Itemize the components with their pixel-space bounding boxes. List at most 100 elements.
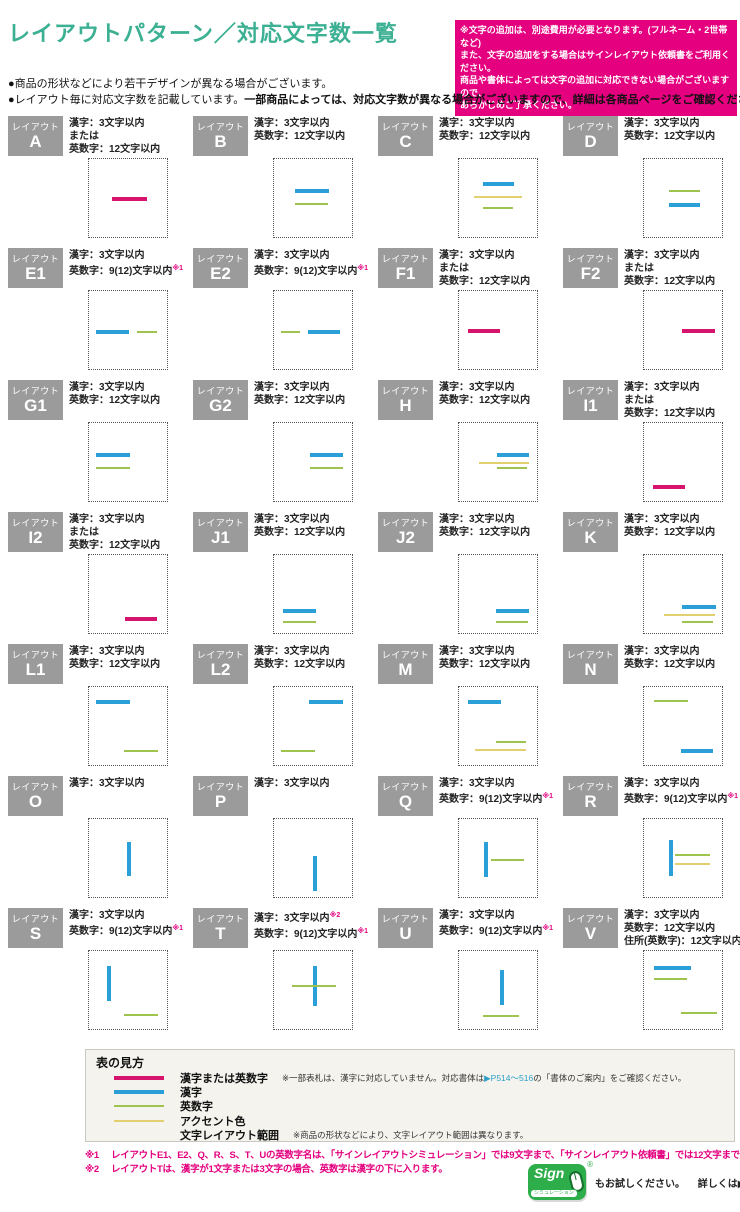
layout-tag-label: レイアウト xyxy=(11,518,60,528)
layout-code: I1 xyxy=(583,396,598,415)
layout-specs: 漢字：3文字以内 または 英数字：12文字以内 xyxy=(624,381,715,420)
legend-row: 漢字 xyxy=(96,1085,724,1099)
spec-line: 英数字：12文字以内 xyxy=(69,395,161,406)
layout-tag-label: レイアウト xyxy=(566,386,615,396)
text-layout-area xyxy=(88,422,168,502)
layout-specs: 漢字：3文字以内 英数字：9(12)文字以内※1 xyxy=(439,777,553,806)
layout-specs: 漢字：3文字以内英数字：12文字以内 xyxy=(439,513,530,539)
layout-tag-label: レイアウト xyxy=(566,782,615,792)
pattern-line-accent xyxy=(475,748,527,751)
spec-line: 英数字：12文字以内 xyxy=(624,527,716,538)
layout-cell-H: レイアウト H 漢字：3文字以内 英数字：12文字以内 xyxy=(378,378,563,510)
layout-tag: レイアウト C xyxy=(378,116,433,156)
notice-line: あらかじめご了承ください。 xyxy=(460,100,578,110)
text-layout-area xyxy=(88,686,168,766)
layout-tag-label: レイアウト xyxy=(566,122,615,132)
layout-specs: 漢字：3文字以内 英数字：12文字以内 xyxy=(254,381,345,407)
pattern-line-alnum xyxy=(136,330,157,333)
text-layout-area xyxy=(643,554,723,634)
layout-code: L2 xyxy=(210,660,231,679)
layout-code: B xyxy=(214,132,227,151)
footnote-ref: ※1 xyxy=(172,265,184,272)
layout-tag: レイアウト F1 xyxy=(378,248,433,288)
text-layout-area xyxy=(643,686,723,766)
spec-line: 漢字：3文字以内 xyxy=(69,646,145,657)
spec-line: 英数字：12文字以内 xyxy=(624,131,716,142)
layout-cell-L2: レイアウト L2 漢字：3文字以内 英数字：12文字以内 xyxy=(193,642,378,774)
spec-line: 漢字：3文字以内 xyxy=(254,778,330,789)
spec-line: 漢字：3文字以内 xyxy=(69,250,145,261)
layout-tag-label: レイアウト xyxy=(196,386,245,396)
layout-code: O xyxy=(28,792,43,811)
notice-line: 商品や書体によっては文字の追加に対応できない場合がございますので、 xyxy=(460,75,730,98)
pattern-line-kanji_alnum xyxy=(124,617,157,622)
spec-line: 英数字：12文字以内 xyxy=(439,395,531,406)
spec-line: または xyxy=(624,395,654,406)
addition-notice: ※文字の追加は、別途費用が必要となります。(フルネーム・2世帯など) また、文字の… xyxy=(455,20,737,116)
pattern-line-alnum xyxy=(309,467,344,470)
spec-line: 英数字：12文字以内 xyxy=(624,923,716,934)
layout-specs: 漢字：3文字以内※2 英数字：9(12)文字以内※1 xyxy=(254,909,368,941)
spec-line: 英数字：12文字以内 xyxy=(624,276,716,287)
layout-tag-label: レイアウト xyxy=(381,782,430,792)
layout-specs: 漢字：3文字以内 英数字：12文字以内 xyxy=(624,513,715,539)
layout-cell-S: レイアウト S 漢字：3文字以内 英数字：9(12)文字以内※1 xyxy=(8,906,193,1038)
pattern-line-kanji xyxy=(309,700,343,705)
layout-cell-J1: レイアウト J1 漢字：3文字以内 英数字：12文字以内 xyxy=(193,510,378,642)
legend-row: 文字レイアウト範囲 ※商品の形状などにより、文字レイアウト範囲は異なります。 xyxy=(96,1128,724,1142)
spec-line: 英数字：12文字以内 xyxy=(254,527,346,538)
spec-line: 英数字：9(12)文字以内※1 xyxy=(439,925,554,937)
layout-tag-label: レイアウト xyxy=(11,122,60,132)
layout-specs: 漢字：3文字以内 英数字：12文字以内 xyxy=(624,117,715,143)
spec-line: 英数字：12文字以内 xyxy=(439,527,531,538)
legend-swatch-alnum xyxy=(114,1105,164,1108)
layout-code: J2 xyxy=(396,528,415,547)
layout-tag: レイアウト S xyxy=(8,908,63,948)
spec-line: 漢字：3文字以内 xyxy=(439,514,515,525)
layout-tag: レイアウト B xyxy=(193,116,248,156)
layout-tag: レイアウト J1 xyxy=(193,512,248,552)
pattern-line-kanji xyxy=(467,700,502,705)
spec-line: 漢字：3文字以内※2 xyxy=(254,912,341,924)
pattern-line-alnum xyxy=(495,740,527,743)
layout-specs: 漢字：3文字以内 英数字：12文字以内 xyxy=(69,381,160,407)
layout-cell-D: レイアウト D 漢字：3文字以内 英数字：12文字以内 xyxy=(563,114,740,246)
layout-code: Q xyxy=(398,792,413,811)
layout-tag-label: レイアウト xyxy=(11,914,60,924)
text-layout-area xyxy=(643,950,723,1030)
layout-tag: レイアウト I1 xyxy=(563,380,618,420)
layout-specs: 漢字：3文字以内 xyxy=(69,777,145,790)
sign-simulation-row: Sign ® シミュレーション もお試しください。 詳しくは▶P478 xyxy=(528,1160,740,1200)
spec-line: または xyxy=(69,131,99,142)
layout-specs: 漢字：3文字以内 または 英数字：12文字以内 xyxy=(69,513,160,552)
layout-specs: 漢字：3文字以内 英数字：12文字以内 xyxy=(624,645,715,671)
spec-line: 漢字：3文字以内 xyxy=(624,382,700,393)
legend-swatch-accent xyxy=(114,1119,164,1122)
layout-cell-G1: レイアウト G1 漢字：3文字以内 英数字：12文字以内 xyxy=(8,378,193,510)
pattern-line-kanji_alnum xyxy=(467,329,501,334)
layout-code: G2 xyxy=(209,396,232,415)
spec-line: 漢字：3文字以内 xyxy=(69,910,145,921)
legend-swatch-kanji xyxy=(114,1090,164,1095)
footnote-ref: ※1 xyxy=(542,793,554,800)
layout-tag-label: レイアウト xyxy=(566,650,615,660)
layout-code: M xyxy=(398,660,413,679)
layout-cell-T: レイアウト T 漢字：3文字以内※2 英数字：9(12)文字以内※1 xyxy=(193,906,378,1038)
text-layout-area xyxy=(458,290,538,370)
layout-tag: レイアウト T xyxy=(193,908,248,948)
spec-line: 英数字：12文字以内 xyxy=(439,276,531,287)
pattern-line-alnum xyxy=(654,700,688,703)
layout-code: C xyxy=(399,132,412,151)
layout-specs: 漢字：3文字以内 英数字：12文字以内 xyxy=(254,117,345,143)
layout-code: J1 xyxy=(211,528,230,547)
pattern-line-kanji xyxy=(680,748,713,753)
layout-cell-N: レイアウト N 漢字：3文字以内 英数字：12文字以内 xyxy=(563,642,740,774)
text-layout-area xyxy=(88,158,168,238)
layout-tag-label: レイアウト xyxy=(11,650,60,660)
notice-line: また、文字の追加をする場合はサインレイアウト依頼書をご利用ください。 xyxy=(460,50,731,73)
text-layout-area xyxy=(643,422,723,502)
pattern-line-kanji xyxy=(497,452,530,457)
spec-line: 英数字：12文字以内 xyxy=(69,659,161,670)
layout-code: V xyxy=(584,924,597,943)
intro-bullet: ●商品の形状などにより若干デザインが異なる場合がございます。 xyxy=(8,78,333,90)
